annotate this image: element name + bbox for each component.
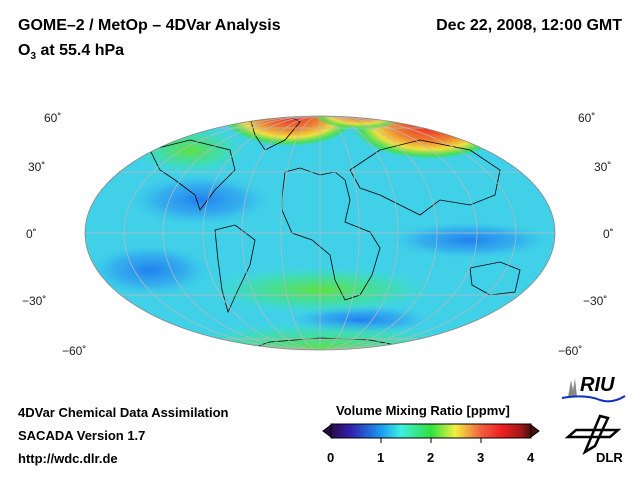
lat-label-right-60: 60˚ [578, 111, 596, 125]
lat-label-left-60: 60˚ [44, 111, 62, 125]
riu-logo-text: RIU [580, 374, 615, 396]
colorbar-ticks [380, 438, 482, 443]
lat-label-right-0: 0˚ [603, 227, 614, 241]
colorbar-tick-2: 2 [427, 450, 435, 465]
colorbar-title: Volume Mixing Ratio [ppmv] [336, 403, 510, 418]
coastline-australia [469, 261, 521, 296]
lat-label-right-minus30: −30˚ [583, 294, 608, 308]
lat-label-right-30: 30˚ [594, 160, 612, 174]
ozone-field [85, 116, 555, 350]
date-label: Dec 22, 2008, 12:00 GMT [436, 17, 622, 34]
riu-logo [561, 378, 626, 403]
colorbar-tick-4: 4 [527, 450, 535, 465]
coastline-asia [349, 139, 501, 216]
dlr-logo [564, 414, 622, 456]
species: O [18, 42, 31, 59]
coastline-greenland [249, 116, 301, 151]
footer-line-2: SACADA Version 1.7 [18, 428, 146, 443]
map-outline [84, 115, 556, 351]
lat-label-left-0: 0˚ [26, 227, 37, 241]
colorbar-under-arrow [322, 424, 332, 438]
colorbar-tick-3: 3 [477, 450, 485, 465]
lat-label-left-minus30: −30˚ [22, 294, 47, 308]
colorbar-tick-0: 0 [327, 450, 335, 465]
figure-title: GOME–2 / MetOp – 4DVar Analysis [18, 17, 281, 34]
colorbar-tick-1: 1 [377, 450, 385, 465]
coastline-south-america [214, 224, 256, 314]
lat-label-right-minus60: −60˚ [558, 344, 583, 358]
pressure-level: at 55.4 hPa [36, 42, 125, 59]
colorbar [330, 423, 532, 439]
footer-url[interactable]: http://wdc.dlr.de [18, 451, 118, 466]
lat-label-left-30: 30˚ [28, 160, 46, 174]
colorbar-over-arrow [530, 424, 540, 438]
lat-label-left-minus60: −60˚ [62, 344, 87, 358]
footer-line-1: 4DVar Chemical Data Assimilation [18, 405, 229, 420]
species-subscript: 3 [30, 51, 37, 63]
dlr-logo-text: DLR [596, 450, 623, 465]
species-level-label: O3 at 55.4 hPa [18, 42, 124, 62]
